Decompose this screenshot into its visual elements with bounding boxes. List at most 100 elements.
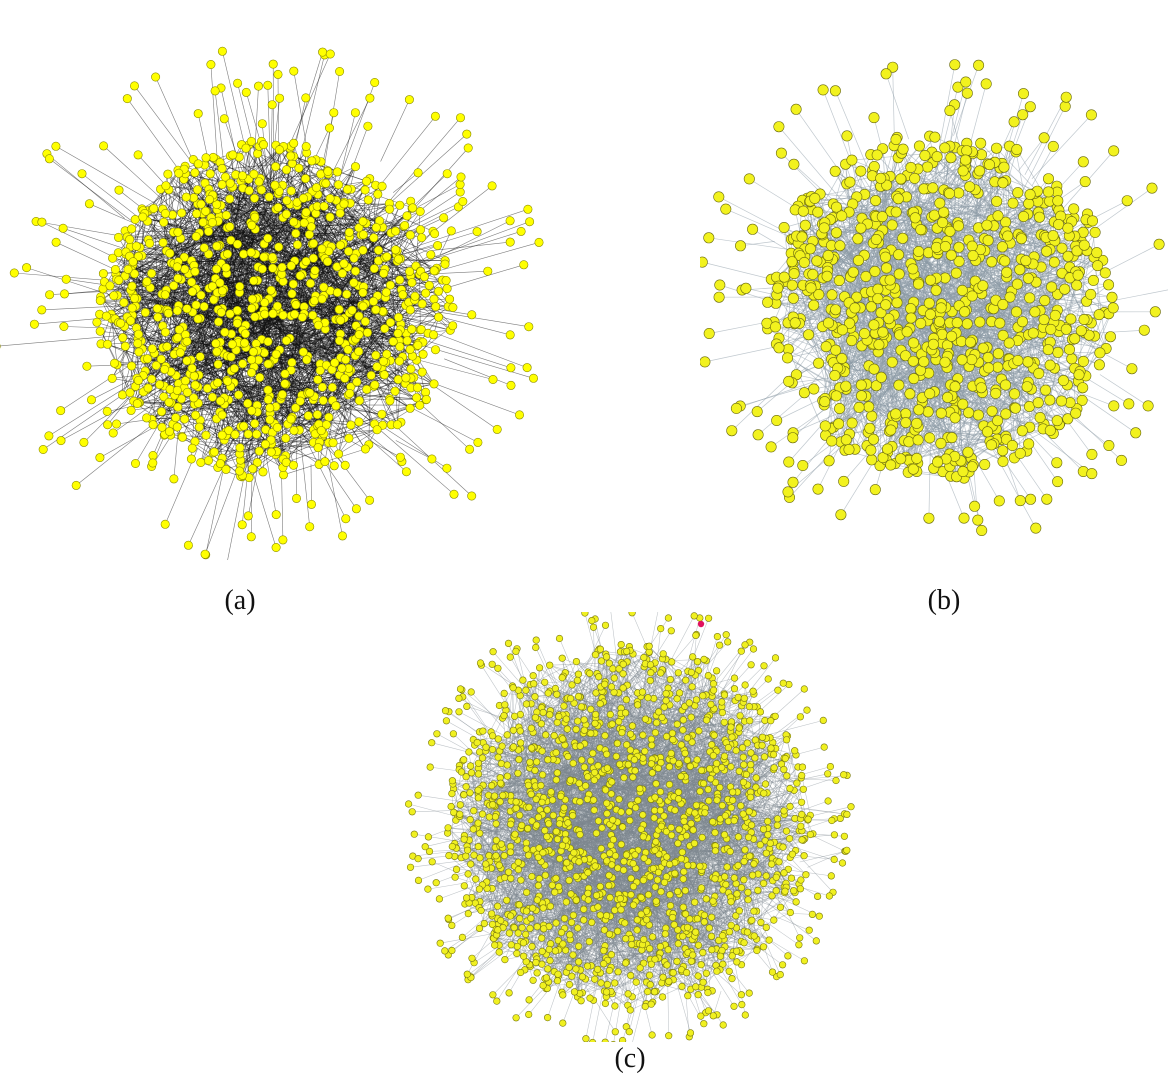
graph-node (368, 296, 378, 306)
graph-node (528, 942, 536, 951)
graph-node (473, 437, 483, 447)
graph-node (525, 1010, 533, 1019)
graph-node (51, 141, 61, 151)
graph-node (1046, 281, 1058, 293)
graph-node (651, 728, 659, 737)
graph-nodes (700, 59, 1165, 536)
graph-node (225, 178, 235, 188)
graph-node (421, 394, 431, 404)
graph-node (932, 456, 944, 468)
graph-node (776, 971, 784, 979)
graph-node (928, 209, 940, 221)
graph-node (832, 776, 840, 785)
graph-node (204, 249, 214, 259)
graph-node (985, 439, 997, 451)
graph-node (120, 341, 130, 351)
graph-node (915, 224, 927, 236)
graph-node (44, 154, 54, 164)
graph-node (897, 232, 909, 244)
graph-node (433, 241, 443, 251)
graph-node (897, 143, 909, 155)
graph-node (173, 333, 183, 343)
graph-node (651, 846, 659, 854)
graph-node (863, 401, 875, 413)
graph-node (633, 926, 641, 934)
graph-node (159, 392, 169, 402)
graph-node (531, 766, 539, 774)
graph-node (997, 445, 1009, 457)
graph-node (677, 855, 685, 863)
graph-node (732, 746, 740, 755)
graph-node (956, 354, 968, 366)
graph-node (1093, 359, 1105, 371)
graph-node (880, 251, 892, 263)
graph-node (620, 866, 628, 874)
graph-node (551, 888, 559, 896)
graph-node (653, 719, 661, 727)
graph-node (692, 696, 701, 704)
graph-node (464, 870, 472, 878)
graph-node (201, 153, 211, 163)
graph-node (639, 876, 647, 884)
graph-node (476, 854, 484, 862)
graph-node (659, 993, 667, 1001)
graph-node (217, 164, 227, 174)
graph-node (619, 684, 627, 692)
graph-node (624, 760, 632, 769)
graph-node (177, 208, 187, 218)
graph-node (533, 758, 541, 766)
graph-node (819, 396, 831, 408)
graph-node (980, 78, 992, 90)
graph-node (608, 778, 616, 786)
graph-node (365, 93, 375, 103)
graph-node (239, 421, 249, 431)
graph-node (247, 355, 257, 365)
graph-node (156, 354, 166, 364)
graph-node (702, 895, 710, 903)
graph-node (726, 425, 738, 437)
graph-node (215, 396, 225, 406)
graph-node (271, 349, 281, 359)
graph-node (1003, 337, 1015, 349)
graph-node (671, 869, 679, 878)
graph-node (1062, 250, 1074, 262)
graph-node (528, 817, 536, 825)
graph-node (77, 169, 87, 179)
graph-node (464, 910, 472, 918)
graph-node (417, 367, 427, 377)
graph-node (740, 761, 748, 769)
graph-node (935, 407, 947, 419)
graph-node (913, 278, 925, 290)
graph-node (681, 887, 689, 895)
graph-node (125, 235, 135, 245)
graph-node (729, 788, 737, 796)
graph-node (95, 296, 105, 306)
graph-node (584, 869, 592, 877)
graph-node (372, 425, 382, 435)
graph-node (720, 831, 729, 839)
graph-node (209, 447, 219, 457)
graph-node (710, 686, 718, 694)
graph-node (268, 309, 278, 319)
graph-node (956, 284, 968, 296)
graph-node (615, 717, 623, 726)
graph-node (1076, 394, 1088, 406)
graph-node (605, 966, 614, 975)
graph-node (456, 801, 464, 809)
graph-node (240, 338, 250, 348)
graph-node (164, 397, 174, 407)
graph-node (241, 87, 251, 97)
graph-node (1093, 309, 1105, 321)
graph-node (742, 770, 751, 779)
graph-node (1065, 313, 1077, 325)
graph-node (739, 778, 748, 786)
graph-node (260, 439, 270, 449)
graph-node (798, 771, 806, 780)
graph-node (1012, 187, 1024, 199)
graph-node (997, 177, 1009, 189)
graph-node (577, 997, 585, 1005)
graph-node (467, 860, 475, 868)
graph-node (644, 891, 653, 899)
graph-node (674, 887, 682, 896)
graph-node (445, 852, 453, 860)
